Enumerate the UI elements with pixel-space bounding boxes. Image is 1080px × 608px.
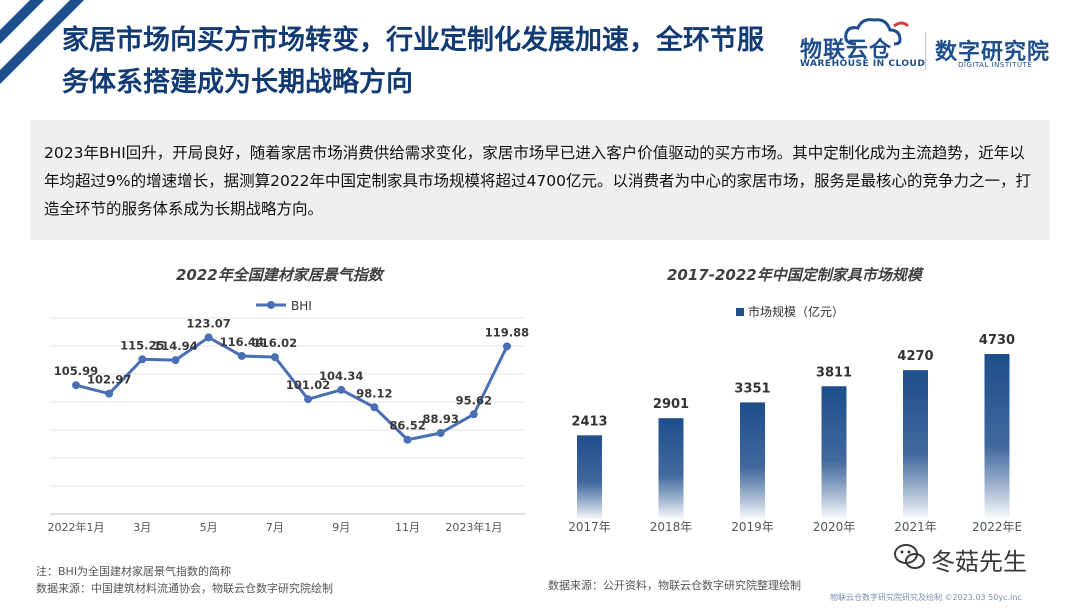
market-data-label: 4270 <box>897 349 933 364</box>
market-data-source: 数据来源：公开资料，物联云仓数字研究院整理绘制 <box>548 579 801 592</box>
brand-logos: 物联云仓 WAREHOUSE IN CLOUD 数字研究院 DIGITAL IN… <box>798 14 1068 76</box>
bhi-data-label: 95.62 <box>456 393 492 407</box>
bhi-data-label: 86.52 <box>389 419 425 433</box>
market-chart-title: 2017-2022年中国定制家具市场规模 <box>667 266 922 284</box>
bhi-data-point <box>337 385 346 394</box>
legend-label-market: 市场规模（亿元） <box>748 304 844 319</box>
bhi-data-point <box>72 381 80 390</box>
market-category-label: 2017年 <box>568 520 611 534</box>
market-category-label: 2021年 <box>894 520 937 534</box>
bhi-legend: BHI <box>256 299 312 313</box>
bhi-x-tick-label: 2023年1月 <box>445 520 502 534</box>
bhi-x-tick-label: 9月 <box>332 521 350 534</box>
legend-bar-swatch <box>736 308 744 316</box>
legend-marker <box>267 301 275 309</box>
bhi-data-label: 123.07 <box>186 316 230 330</box>
market-data-label: 4730 <box>979 333 1015 348</box>
wechat-icon <box>894 544 925 569</box>
bhi-data-point <box>237 351 246 360</box>
footer-copyright: 物联云仓数字研究院研究及绘制 ©2023.03 50yc.Inc <box>830 593 1022 602</box>
logo-divider <box>925 32 926 70</box>
page-title-line2: 务体系搭建成为长期战略方向 <box>62 67 413 98</box>
summary-text: 2023年BHI回升，开局良好，随着家居市场消费供给需求变化，家居市场早已进入客… <box>44 144 1031 218</box>
bhi-data-point <box>503 342 511 351</box>
page-title: 家居市场向买方市场转变，行业定制化发展加速，全环节服 务体系搭建成为长期战略方向 <box>62 20 782 104</box>
bhi-data-point <box>304 395 313 404</box>
bhi-chart-title: 2022年全国建材家居景气指数 <box>176 266 383 284</box>
bhi-data-label: 102.97 <box>87 373 131 387</box>
market-data-label: 3811 <box>816 365 852 380</box>
logo-left-subtext: WAREHOUSE IN CLOUD <box>800 59 926 69</box>
market-bar <box>821 386 847 520</box>
logo-right-subtext: DIGITAL INSTITUTE <box>958 61 1033 69</box>
market-data-label: 3351 <box>734 381 770 396</box>
watermark: 冬菇先生 <box>893 540 1053 576</box>
market-category-label: 2022年E <box>972 520 1022 534</box>
bhi-data-label: 115.25 <box>120 338 164 352</box>
bhi-data-source: 数据来源：中国建筑材料流通协会，物联云仓数字研究院绘制 <box>36 582 333 595</box>
bhi-data-point <box>469 410 478 419</box>
market-bar <box>984 354 1010 520</box>
market-category-label: 2018年 <box>650 520 693 534</box>
bhi-x-tick-label: 5月 <box>200 521 218 534</box>
cloud-icon <box>844 18 910 46</box>
bhi-data-label: 98.12 <box>356 386 392 400</box>
bhi-data-point <box>171 356 180 365</box>
logo-left-text: 物联云仓 <box>800 38 893 63</box>
market-bar <box>903 370 928 520</box>
bhi-data-label: 116.44 <box>220 335 264 349</box>
market-bar <box>577 435 602 520</box>
bhi-x-tick-label: 7月 <box>266 521 284 534</box>
logo-right-text: 数字研究院 <box>935 40 1051 65</box>
page-title-line1: 家居市场向买方市场转变，行业定制化发展加速，全环节服 <box>62 25 764 56</box>
bhi-data-point <box>436 428 445 437</box>
market-data-label: 2901 <box>653 397 689 412</box>
market-bar <box>740 402 765 520</box>
summary-box: 2023年BHI回升，开局良好，随着家居市场消费供给需求变化，家居市场早已进入客… <box>30 120 1050 240</box>
market-bar <box>658 418 684 520</box>
bhi-data-point <box>204 333 213 342</box>
legend-label-bhi: BHI <box>291 299 312 313</box>
bhi-footnote: 注：BHI为全国建材家居景气指数的简称 <box>36 565 232 578</box>
decorative-stripe <box>0 0 62 68</box>
market-data-label: 2413 <box>571 414 607 429</box>
bhi-data-label: 101.02 <box>286 378 330 392</box>
bhi-data-label: 105.99 <box>54 364 98 378</box>
bhi-data-label: 104.34 <box>319 369 363 383</box>
bhi-data-label: 88.93 <box>422 412 458 426</box>
market-legend: 市场规模（亿元） <box>736 304 844 319</box>
market-category-label: 2019年 <box>731 520 774 534</box>
market-bar-chart: 市场规模（亿元） 2413 2017年 2901 2018年 3351 2019年 3811 2… <box>568 304 1022 534</box>
bhi-data-point <box>105 389 114 398</box>
bhi-data-point <box>370 403 379 412</box>
bhi-data-label: 116.02 <box>253 336 297 350</box>
bhi-x-tick-label: 2022年1月 <box>48 520 105 534</box>
bhi-series-line <box>75 335 509 442</box>
bhi-data-label: 114.94 <box>153 339 197 353</box>
bhi-x-tick-label: 11月 <box>395 521 420 534</box>
bhi-data-point <box>270 353 279 362</box>
bhi-data-point <box>138 355 147 364</box>
bhi-x-tick-label: 3月 <box>133 521 151 534</box>
watermark-text: 冬菇先生 <box>931 548 1027 576</box>
market-category-label: 2020年 <box>813 520 856 534</box>
bhi-line-chart: BHI105.99102.97115.25114.94123.07116.441… <box>48 299 530 534</box>
bhi-data-label: 119.88 <box>485 325 529 339</box>
bhi-data-point <box>403 435 412 444</box>
